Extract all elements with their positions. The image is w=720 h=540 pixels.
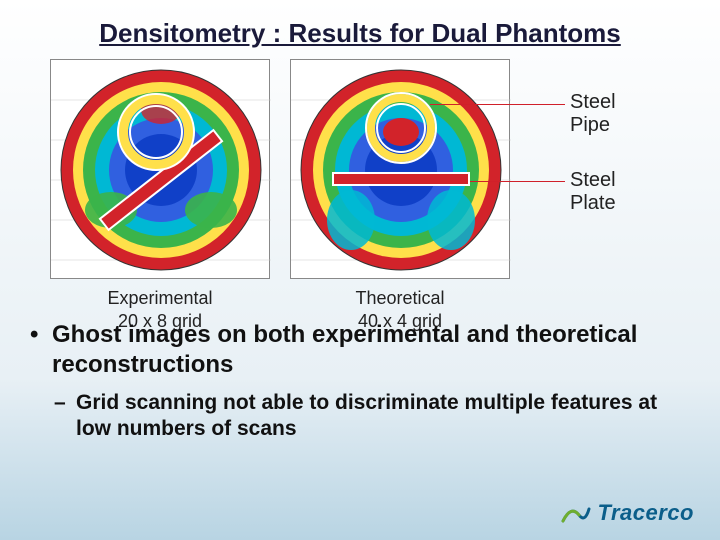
logo-icon	[561, 501, 591, 525]
slide-title: Densitometry : Results for Dual Phantoms	[30, 18, 690, 49]
label-plate-line2: Plate	[570, 192, 616, 214]
label-plate-line1: Steel	[570, 169, 616, 191]
caption-theo-line1: Theoretical	[355, 288, 444, 308]
plot-experimental	[50, 59, 270, 279]
plot-theoretical-svg	[291, 60, 511, 280]
leader-plate	[470, 181, 565, 182]
label-pipe-line1: Steel	[570, 91, 616, 113]
leader-pipe	[430, 104, 565, 105]
logo-text: Tracerco	[597, 500, 694, 526]
plot-theoretical	[290, 59, 510, 279]
bullet-main: Ghost images on both experimental and th…	[30, 320, 690, 380]
plot-experimental-svg	[51, 60, 271, 280]
label-steel-plate: Steel Plate	[570, 169, 616, 215]
figure-area: Steel Pipe Steel Plate Experimental 20 x…	[30, 59, 690, 299]
logo: Tracerco	[561, 500, 694, 526]
label-steel-pipe: Steel Pipe	[570, 91, 616, 137]
slide: Densitometry : Results for Dual Phantoms	[0, 0, 720, 540]
label-pipe-line2: Pipe	[570, 114, 610, 136]
bullet-sub1: Grid scanning not able to discriminate m…	[30, 390, 690, 443]
caption-exp-line1: Experimental	[107, 288, 212, 308]
bullet-list: Ghost images on both experimental and th…	[30, 320, 690, 443]
